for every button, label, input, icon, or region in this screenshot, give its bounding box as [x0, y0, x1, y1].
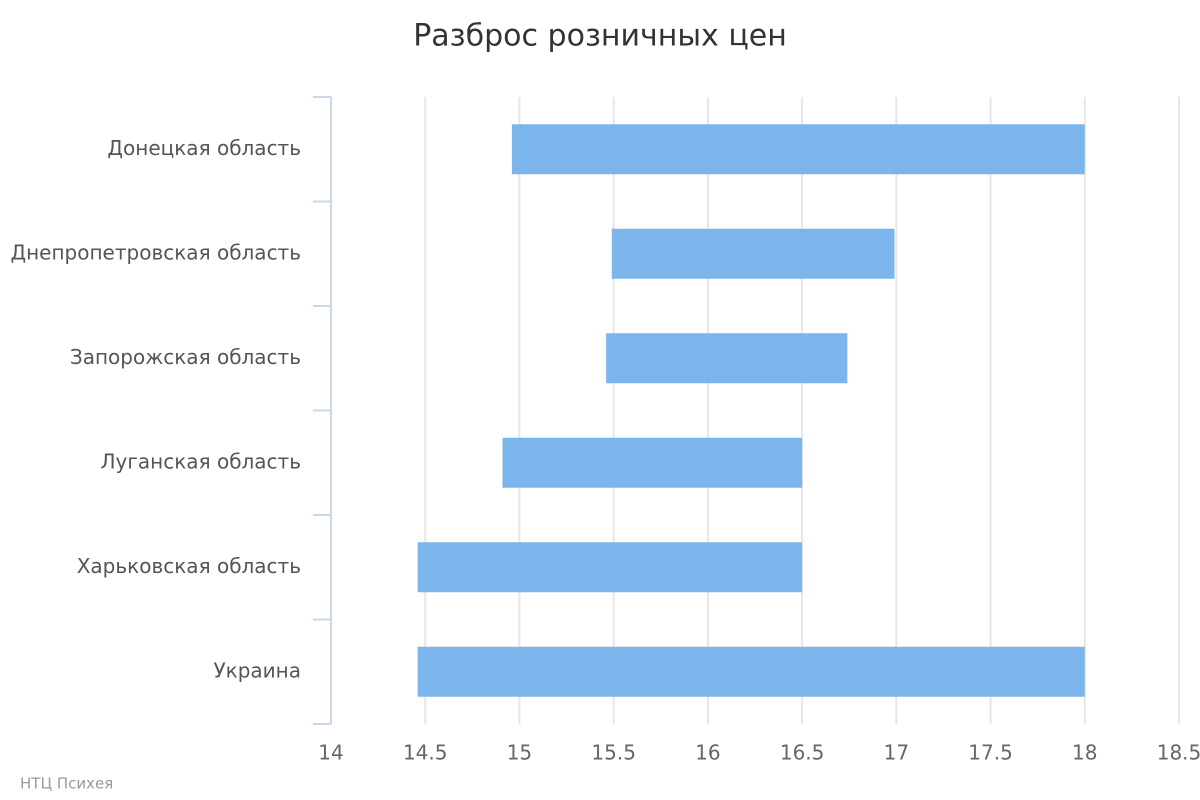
- y-tick-label: Запорожская область: [70, 345, 301, 369]
- credits: НТЦ Психея: [20, 775, 113, 793]
- y-tick-label: Украина: [213, 658, 301, 682]
- bar: [611, 228, 895, 279]
- bar: [606, 333, 848, 384]
- x-tick-label: 17.5: [968, 741, 1013, 765]
- bar: [502, 437, 803, 488]
- bar: [417, 542, 803, 593]
- bar: [417, 646, 1085, 697]
- x-tick-label: 16: [695, 741, 720, 765]
- x-tick-label: 16.5: [780, 741, 825, 765]
- x-tick-label: 14: [318, 741, 343, 765]
- y-tick-label: Днепропетровская область: [10, 240, 301, 264]
- x-tick-label: 17: [884, 741, 909, 765]
- x-tick-label: 15: [507, 741, 532, 765]
- x-tick-label: 18: [1072, 741, 1097, 765]
- x-tick-label: 15.5: [591, 741, 636, 765]
- x-tick-label: 14.5: [403, 741, 448, 765]
- y-tick-label: Донецкая область: [107, 136, 301, 160]
- y-tick-label: Харьковская область: [77, 554, 301, 578]
- x-tick-label: 18.5: [1157, 741, 1200, 765]
- bar: [511, 124, 1085, 175]
- y-tick-label: Луганская область: [101, 449, 301, 473]
- chart-title: Разброс розничных цен: [413, 19, 787, 54]
